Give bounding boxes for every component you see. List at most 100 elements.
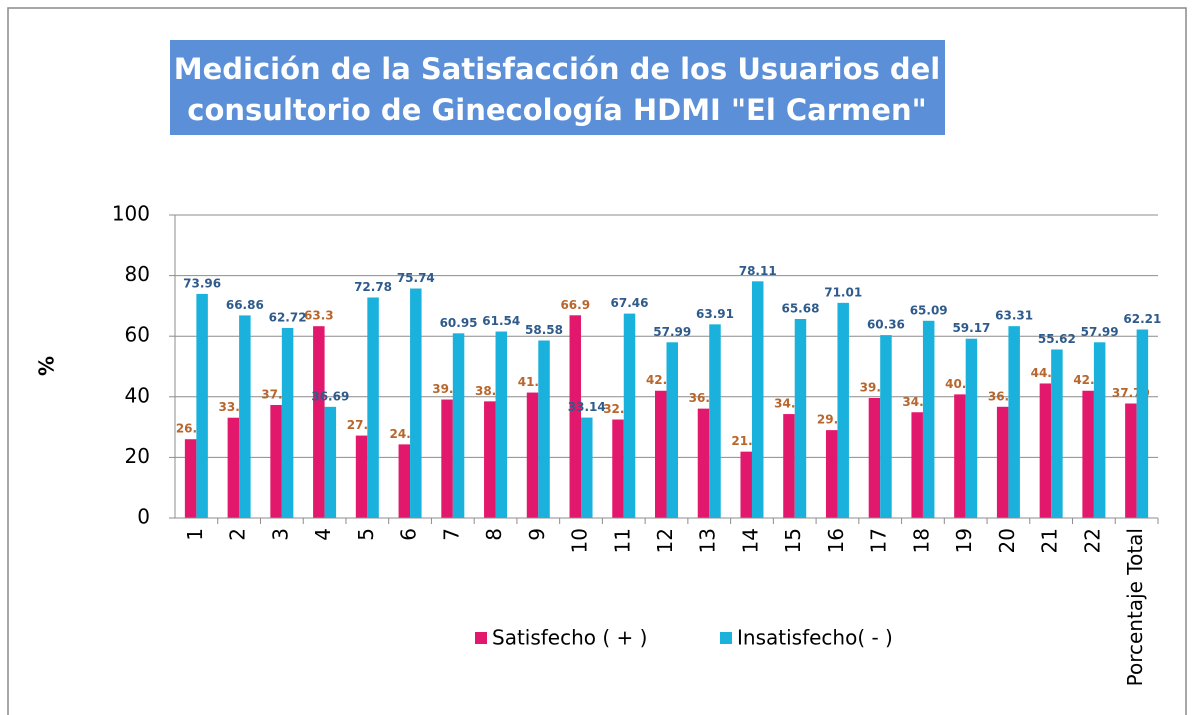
x-tick-label: 5 xyxy=(354,528,378,541)
x-tick-label: 6 xyxy=(397,528,421,541)
bar xyxy=(666,342,678,518)
bar xyxy=(868,398,881,518)
bar xyxy=(398,444,411,518)
bar xyxy=(367,297,379,518)
data-label: 63.91 xyxy=(696,307,734,321)
data-label: 75.74 xyxy=(397,271,435,285)
x-tick-label: 22 xyxy=(1080,528,1104,553)
x-tick-label: 15 xyxy=(781,528,805,553)
x-tick-label: 20 xyxy=(995,528,1019,553)
bar xyxy=(526,392,539,518)
x-tick-label: 21 xyxy=(1038,528,1062,553)
bar xyxy=(355,435,368,518)
x-tick-label: 2 xyxy=(226,528,250,541)
data-label: 36.69 xyxy=(311,389,349,403)
legend-label: Satisfecho ( + ) xyxy=(492,626,647,650)
bar xyxy=(1039,383,1052,518)
bar xyxy=(655,390,667,518)
data-label: 60.36 xyxy=(867,318,905,332)
x-tick-label: 10 xyxy=(568,528,592,553)
data-label: 71.01 xyxy=(824,285,862,299)
bar xyxy=(783,414,795,518)
data-label: 57.99 xyxy=(1081,325,1119,339)
bar xyxy=(751,281,764,518)
bar xyxy=(281,327,294,518)
bar xyxy=(484,401,496,518)
bar xyxy=(313,326,325,518)
bar xyxy=(441,399,453,518)
title-box xyxy=(170,40,945,135)
y-tick-label: 60 xyxy=(125,323,150,347)
bar xyxy=(452,333,465,518)
data-label: 55.62 xyxy=(1038,332,1076,346)
x-tick-label: 8 xyxy=(482,528,506,541)
y-tick-label: 100 xyxy=(112,202,150,226)
bar xyxy=(996,406,1009,518)
bar xyxy=(1136,329,1149,518)
bar xyxy=(495,331,508,518)
x-tick-label: 19 xyxy=(952,528,976,553)
x-tick-label: Porcentaje Total xyxy=(1123,528,1147,686)
data-label: 60.95 xyxy=(440,316,478,330)
x-tick-label: 9 xyxy=(525,528,549,541)
data-label: 63.31 xyxy=(995,309,1033,323)
data-label: 65.09 xyxy=(910,303,948,317)
x-tick-label: 3 xyxy=(268,528,292,541)
legend-swatch xyxy=(720,632,732,644)
x-tick-label: 4 xyxy=(311,528,335,541)
data-label: 66.9 xyxy=(560,298,590,312)
data-label: 62.21 xyxy=(1123,312,1161,326)
bar xyxy=(1093,342,1106,518)
bar xyxy=(410,288,422,518)
bar xyxy=(270,404,282,518)
y-tick-label: 80 xyxy=(125,262,150,286)
chart-title: consultorio de Ginecología HDMI "El Carm… xyxy=(187,93,926,127)
bar xyxy=(911,412,923,518)
data-label: 62.72 xyxy=(269,310,307,324)
data-label: 57.99 xyxy=(653,325,691,339)
bar xyxy=(538,340,550,518)
bar xyxy=(324,406,337,518)
bar xyxy=(794,318,807,518)
bar xyxy=(1125,403,1137,518)
data-label: 65.68 xyxy=(781,301,819,315)
data-label: 58.58 xyxy=(525,323,563,337)
y-tick-label: 40 xyxy=(125,383,150,407)
chart-title: Medición de la Satisfacción de los Usuar… xyxy=(174,52,941,86)
bar xyxy=(623,313,636,518)
bar xyxy=(880,335,892,518)
bar xyxy=(569,315,582,518)
bar xyxy=(697,408,710,518)
bar xyxy=(965,338,978,518)
data-label: 59.17 xyxy=(952,321,990,335)
x-tick-label: 11 xyxy=(610,528,634,553)
bar xyxy=(612,419,624,518)
x-tick-label: 16 xyxy=(824,528,848,553)
bar xyxy=(184,439,197,518)
data-label: 73.96 xyxy=(183,276,221,290)
data-label: 63.3 xyxy=(304,309,334,323)
frame xyxy=(7,7,1187,715)
data-label: 33.14 xyxy=(568,400,606,414)
x-tick-label: 17 xyxy=(867,528,891,553)
bar xyxy=(581,417,593,518)
x-tick-label: 7 xyxy=(439,528,463,541)
x-tick-label: 18 xyxy=(909,528,933,553)
y-tick-label: 0 xyxy=(137,505,150,529)
data-label: 66.86 xyxy=(226,298,264,312)
bar xyxy=(825,430,838,518)
bar xyxy=(740,451,752,518)
bar xyxy=(1008,326,1020,518)
data-label: 67.46 xyxy=(611,296,649,310)
bar xyxy=(239,315,251,518)
bar xyxy=(1051,349,1063,518)
legend-label: Insatisfecho( - ) xyxy=(737,626,893,650)
bar xyxy=(709,324,721,518)
bar xyxy=(922,320,935,518)
data-label: 78.11 xyxy=(739,264,777,278)
data-label: 72.78 xyxy=(354,280,392,294)
legend-swatch xyxy=(475,632,487,644)
x-tick-label: 1 xyxy=(183,528,207,541)
bar xyxy=(227,417,240,518)
